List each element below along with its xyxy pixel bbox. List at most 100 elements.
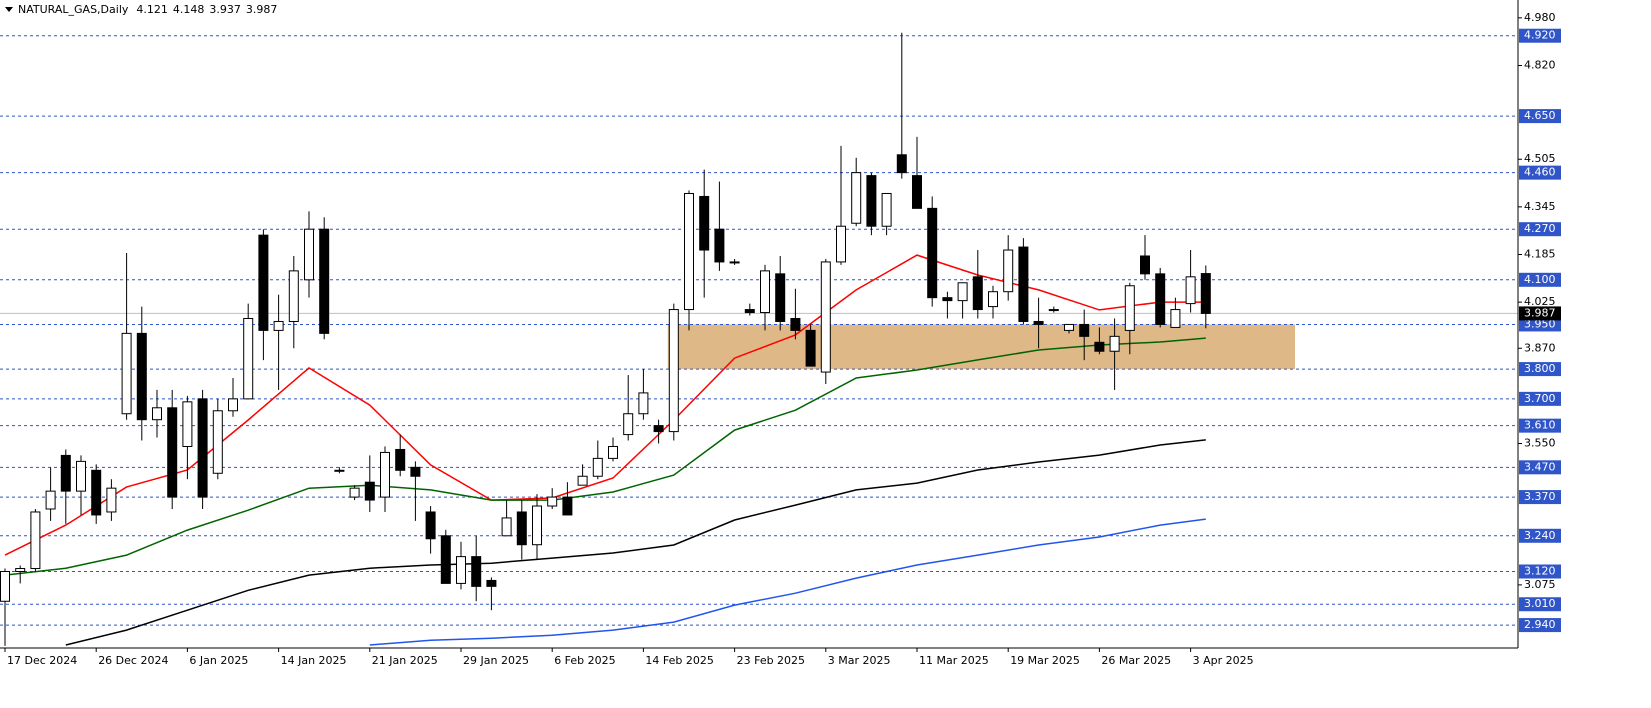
header-low: 3.937 — [209, 3, 241, 16]
candle-body — [319, 228, 330, 334]
candle-body — [744, 309, 755, 314]
x-tick-label: 23 Feb 2025 — [737, 654, 805, 667]
header-high: 4.148 — [173, 3, 205, 16]
candle-body — [501, 517, 512, 537]
y-tick-label: 3.870 — [1524, 341, 1556, 354]
level-label: 4.270 — [1524, 222, 1556, 235]
candle-body — [1155, 273, 1166, 325]
level-label-bg — [1519, 618, 1561, 633]
candle-body — [577, 475, 588, 486]
level-label-bg — [1519, 272, 1561, 287]
candle-body — [668, 309, 679, 433]
candle-body — [820, 261, 831, 373]
level-label-bg — [1519, 222, 1561, 237]
header-open: 4.121 — [136, 3, 168, 16]
level-label: 3.800 — [1524, 362, 1556, 375]
candle-body — [1064, 323, 1074, 331]
candle-body — [805, 329, 816, 367]
level-label-bg — [1519, 28, 1561, 43]
candle-body — [729, 261, 740, 264]
candle-body — [456, 556, 466, 584]
candle-body — [121, 332, 132, 415]
current-price-label-bg — [1519, 306, 1561, 321]
level-label: 3.610 — [1524, 419, 1556, 432]
candle-body — [197, 398, 208, 498]
candle-body — [957, 282, 968, 302]
y-tick-label: 4.025 — [1524, 295, 1556, 308]
level-label: 4.920 — [1524, 29, 1556, 42]
level-label-bg — [1519, 528, 1561, 543]
level-label: 3.700 — [1524, 392, 1556, 405]
candle-body — [988, 291, 998, 308]
candle-body — [425, 511, 436, 540]
y-tick-label: 3.075 — [1524, 578, 1556, 591]
candle-body — [30, 511, 41, 570]
level-label: 4.100 — [1524, 273, 1556, 286]
y-tick-label: 3.550 — [1524, 437, 1556, 450]
level-label: 3.950 — [1524, 317, 1556, 330]
candle-body — [136, 332, 147, 421]
level-label-bg — [1519, 490, 1561, 505]
candle-body — [653, 425, 664, 433]
x-tick-label: 3 Apr 2025 — [1193, 654, 1254, 667]
candle-body — [15, 568, 26, 573]
x-tick-label: 6 Jan 2025 — [189, 654, 248, 667]
candle-body — [273, 320, 284, 331]
x-tick-label: 11 Mar 2025 — [919, 654, 989, 667]
moving-average-line — [369, 518, 1206, 646]
candle-body — [1079, 323, 1090, 337]
level-label-bg — [1519, 460, 1561, 475]
level-label: 3.240 — [1524, 529, 1556, 542]
candle-body — [0, 571, 10, 602]
x-tick-label: 3 Mar 2025 — [828, 654, 891, 667]
chart-title: NATURAL_GAS,Daily — [18, 3, 129, 16]
candle-body — [410, 466, 421, 477]
candle-body — [243, 317, 254, 400]
candle-body — [380, 451, 390, 498]
y-tick-label: 4.185 — [1524, 247, 1556, 260]
candle-body — [258, 234, 269, 331]
candle-body — [775, 273, 786, 322]
x-tick-label: 26 Dec 2024 — [98, 654, 168, 667]
candle-body — [395, 448, 406, 471]
support-zone — [667, 324, 1295, 370]
candle-body — [1109, 335, 1120, 352]
x-tick-label: 21 Jan 2025 — [372, 654, 438, 667]
candle-body — [881, 192, 892, 227]
candle-body — [304, 228, 314, 281]
candle-body — [927, 207, 938, 299]
candle-body — [212, 410, 223, 474]
candle-body — [836, 225, 846, 263]
candle-body — [532, 505, 542, 546]
candle-body — [76, 460, 86, 492]
moving-average-line — [65, 439, 1206, 646]
candle-body — [45, 490, 56, 510]
level-label-bg — [1519, 317, 1561, 332]
x-tick-label: 19 Mar 2025 — [1010, 654, 1080, 667]
y-tick-label: 4.505 — [1524, 152, 1556, 165]
y-tick-label: 4.345 — [1524, 200, 1556, 213]
x-tick-label: 17 Dec 2024 — [7, 654, 77, 667]
y-tick-label: 4.980 — [1524, 11, 1556, 24]
candle-body — [349, 487, 360, 498]
level-label: 4.460 — [1524, 166, 1556, 179]
level-label: 3.370 — [1524, 490, 1556, 503]
level-label-bg — [1519, 391, 1561, 406]
candle-body — [1185, 276, 1196, 305]
x-tick-label: 26 Mar 2025 — [1101, 654, 1171, 667]
candle-body — [1170, 309, 1181, 328]
moving-average-line — [4, 337, 1206, 576]
candle-body — [1124, 285, 1135, 331]
candle-body — [106, 487, 117, 513]
x-tick-label: 6 Feb 2025 — [554, 654, 615, 667]
candle-body — [866, 175, 877, 227]
candle-body — [1140, 255, 1150, 275]
current-price-label: 3.987 — [1524, 306, 1556, 319]
x-tick-label: 14 Jan 2025 — [281, 654, 347, 667]
level-label: 3.470 — [1524, 460, 1556, 473]
candle-body — [896, 154, 907, 174]
candle-body — [91, 469, 102, 516]
candle-body — [1018, 246, 1029, 322]
symbol-menu-arrow[interactable] — [5, 7, 13, 12]
